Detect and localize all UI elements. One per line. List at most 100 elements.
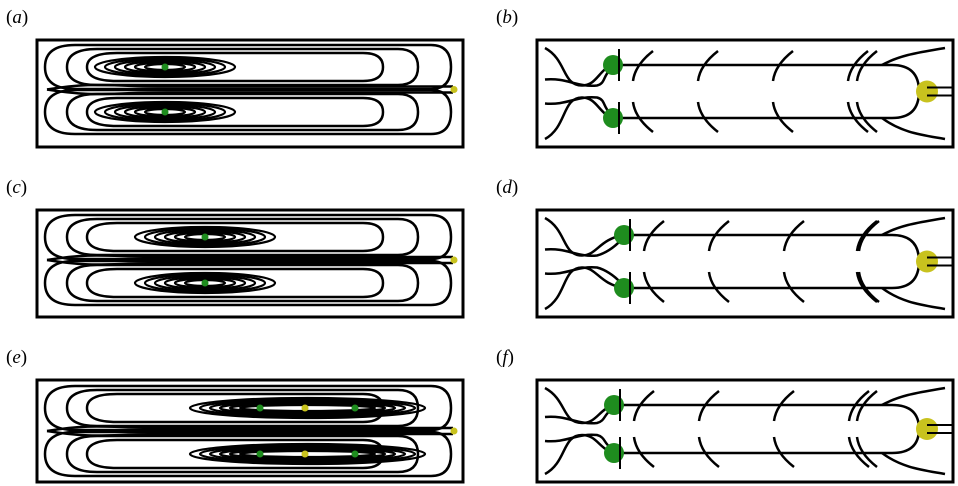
streamline: [218, 447, 397, 461]
streamline: [855, 436, 878, 468]
streamline: [208, 445, 407, 463]
streamline: [855, 220, 878, 252]
streamline: [65, 388, 420, 428]
streamline: [772, 390, 795, 422]
separatrix-line: [624, 261, 921, 290]
yellow-point: [450, 256, 458, 264]
separatrix-line: [624, 233, 921, 262]
yellow-point: [450, 86, 458, 93]
streamline: [238, 403, 377, 413]
streamline: [855, 101, 878, 133]
streamline: [65, 263, 420, 303]
streamline: [93, 100, 237, 124]
streamline: [771, 50, 794, 82]
streamline: [642, 220, 665, 252]
streamline: [133, 271, 277, 295]
streamline: [173, 231, 237, 243]
separatrix-line: [613, 63, 921, 92]
streamline: [173, 277, 237, 289]
streamline: [847, 390, 870, 422]
panel-label-d: (d): [496, 177, 519, 198]
streamline: [855, 390, 878, 422]
streamline: [696, 50, 719, 82]
separatrix-line: [614, 403, 921, 430]
topology-panel-b: [535, 38, 955, 149]
streamline: [85, 221, 385, 253]
domain-box: [535, 38, 955, 149]
topology-panel-d: [535, 208, 955, 319]
streamline: [881, 286, 946, 311]
streamline: [782, 220, 805, 252]
streamline: [85, 267, 385, 299]
streamline: [642, 271, 665, 303]
streamline: [771, 101, 794, 133]
yellow-point: [916, 80, 938, 103]
streamline-panel-c: [35, 208, 465, 319]
streamline: [772, 436, 795, 468]
streamline: [123, 60, 207, 74]
streamline: [65, 434, 420, 474]
domain-box: [535, 378, 955, 484]
streamline: [782, 271, 805, 303]
streamline: [43, 213, 453, 261]
green-point: [256, 450, 264, 458]
topology-panel-f: [535, 378, 955, 484]
streamline: [707, 271, 730, 303]
streamline: [632, 436, 655, 468]
streamline: [881, 386, 946, 407]
streamline: [855, 50, 878, 82]
panel-label-a: (a): [6, 7, 29, 28]
streamline: [133, 106, 197, 118]
streamline: [65, 217, 420, 257]
streamline: [65, 92, 420, 132]
streamline: [133, 61, 197, 73]
panel-label-f: (f): [496, 347, 514, 368]
streamline: [847, 436, 870, 468]
streamline: [208, 399, 407, 417]
streamline: [855, 271, 878, 303]
streamline: [198, 444, 417, 464]
streamline: [544, 240, 621, 257]
separatrix-line: [613, 91, 921, 120]
streamline: [544, 433, 611, 449]
streamline: [123, 105, 207, 119]
streamline: [707, 220, 730, 252]
streamline: [43, 88, 453, 136]
streamline: [881, 451, 946, 476]
separatrix-line: [614, 428, 921, 455]
streamline: [103, 102, 227, 122]
green-point: [201, 279, 209, 287]
streamline: [163, 230, 247, 244]
streamline: [143, 227, 267, 247]
streamline: [632, 390, 655, 422]
streamline: [846, 50, 869, 82]
streamline: [103, 57, 227, 77]
panel-label-e: (e): [6, 347, 28, 368]
yellow-point: [301, 450, 309, 458]
yellow-point: [301, 404, 309, 412]
streamline: [43, 430, 453, 478]
domain-box: [35, 208, 465, 319]
streamline-panel-a: [35, 38, 465, 149]
domain-box: [535, 208, 955, 319]
streamline: [133, 225, 277, 249]
streamline: [113, 103, 217, 121]
green-point: [161, 108, 169, 116]
streamline: [43, 259, 453, 307]
streamline: [188, 442, 427, 466]
streamline: [881, 46, 946, 67]
streamline: [65, 47, 420, 87]
streamline: [631, 50, 654, 82]
streamline: [143, 273, 267, 293]
green-point: [351, 450, 359, 458]
green-point: [161, 63, 169, 71]
streamline: [153, 228, 257, 246]
green-point: [256, 404, 264, 412]
streamline: [238, 449, 377, 459]
panel-label-b: (b): [496, 7, 519, 28]
streamline: [544, 266, 621, 283]
green-point: [351, 404, 359, 412]
streamline: [113, 58, 217, 76]
streamline: [697, 436, 720, 468]
